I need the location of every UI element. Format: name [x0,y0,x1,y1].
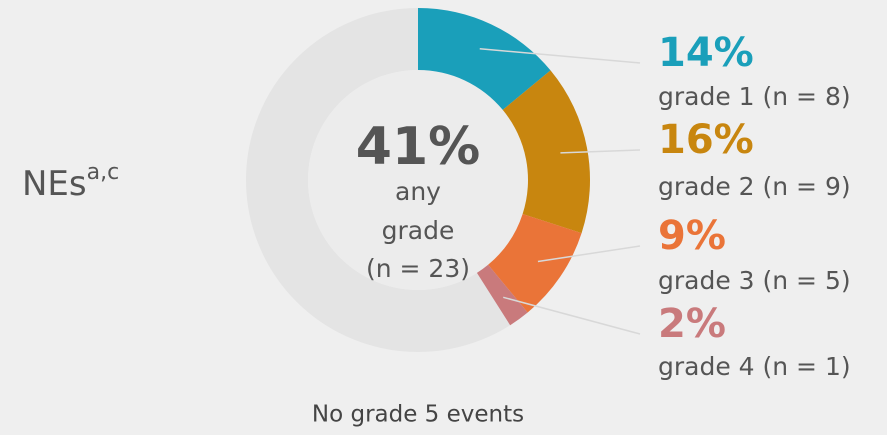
value-label: 16% [658,117,754,163]
leader-line [537,245,641,263]
footnote: No grade 5 events [312,402,524,428]
center-text: any [395,177,441,206]
category-label: grade 2 (n = 9) [658,172,851,201]
leader-line [503,296,641,335]
center-text: (n = 23) [366,254,470,283]
donut-segment [488,213,582,313]
value-label: 2% [658,301,726,347]
leader-line [479,48,641,64]
donut-segment [418,8,551,110]
center-value: 41% [356,117,480,177]
donut-hole [308,70,528,290]
donut-segment [476,264,528,326]
category-label: grade 1 (n = 8) [658,82,851,111]
category-label: grade 3 (n = 5) [658,266,851,295]
category-label: grade 4 (n = 1) [658,352,851,381]
chart-title: NEsa,c [22,160,119,204]
leader-line [560,149,641,154]
value-label: 9% [658,213,726,259]
title-superscript: a,c [87,160,120,185]
center-text: grade [382,216,455,245]
donut-segment [502,70,590,234]
value-label: 14% [658,30,754,76]
title-main: NEs [22,164,87,204]
